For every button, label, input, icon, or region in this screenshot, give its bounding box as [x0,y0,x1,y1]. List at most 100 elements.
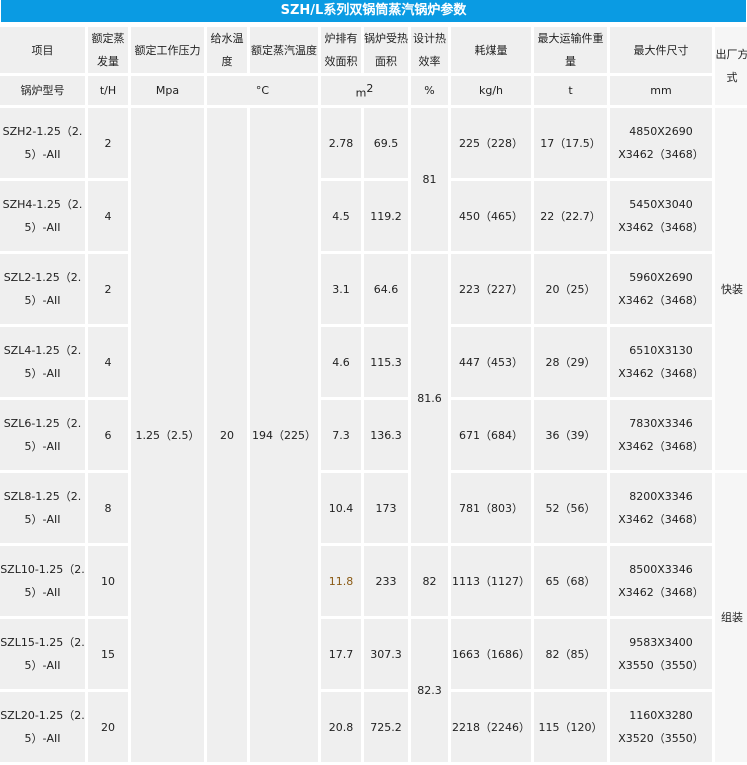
size-line: X3462（3468） [618,148,704,161]
table-row: SZL4-1.25（2.5）-AII 4 4.6 115.3 447（453） 28（29… [0,327,747,397]
header-cell: 额定蒸汽温度 [250,27,318,73]
grate-area-cell: 2.78 [321,108,361,178]
heating-area-cell: 136.3 [364,400,408,470]
size-cell: 7830X3346 X3462（3468） [610,400,712,470]
flow-cell: 2 [88,108,128,178]
header-cell: 额定蒸发量 [88,27,128,73]
weight-cell: 36（39） [534,400,607,470]
size-cell: 8500X3346 X3462（3468） [610,546,712,616]
heating-area-cell: 64.6 [364,254,408,324]
grate-area-cell: 17.7 [321,619,361,689]
weight-cell: 65（68） [534,546,607,616]
model-cell: SZL4-1.25（2.5）-AII [0,327,85,397]
size-line: 5450X3040 [629,198,693,211]
model-cell: SZL2-1.25（2.5）-AII [0,254,85,324]
heating-area-cell: 119.2 [364,181,408,251]
flow-cell: 8 [88,473,128,543]
efficiency-cell: 82 [411,546,448,616]
size-cell: 9583X3400 X3550（3550） [610,619,712,689]
unit-cell: t [534,76,607,105]
table-row: SZL15-1.25（2.5）-AII 15 17.7 307.3 82.3 1663（1… [0,619,747,762]
grate-area-cell: 10.4 [321,473,361,543]
heating-area-cell: 307.3 [364,619,408,689]
efficiency-cell: 81 [411,108,448,251]
size-line: X3520（3550） [618,732,704,745]
size-line: 7830X3346 [629,417,693,430]
size-cell: 5450X3040 X3462（3468） [610,181,712,251]
flow-cell: 10 [88,546,128,616]
header-cell: 额定工作压力 [131,27,204,73]
table-row: SZL20-1.25（2.5）-AII 20 20.8 725.2 2218（2246）… [0,692,747,762]
steam-temp-cell: 194（225） [250,108,318,762]
heating-area-cell: 233 [364,546,408,616]
grate-area-cell: 4.5 [321,181,361,251]
grate-area-cell: 11.8 [321,546,361,616]
flow-cell: 4 [88,181,128,251]
pressure-cell: 1.25（2.5） [131,108,204,762]
size-cell: 6510X3130 X3462（3468） [610,327,712,397]
coal-cell: 781（803） [451,473,531,543]
weight-cell: 115（120） [534,692,607,762]
size-line: X3462（3468） [618,513,704,526]
weight-cell: 17（17.5） [534,108,607,178]
size-line: X3550（3550） [618,659,704,672]
size-cell: 1160X3280 X3520（3550） [610,692,712,762]
size-line: 8500X3346 [629,563,693,576]
size-cell: 8200X3346 X3462（3468） [610,473,712,543]
weight-cell: 20（25） [534,254,607,324]
header-row: 项目 额定蒸发量 额定工作压力 给水温度 额定蒸汽温度 炉排有效面积 锅炉受热面… [0,27,747,105]
coal-cell: 447（453） [451,327,531,397]
size-line: 4850X2690 [629,125,693,138]
size-line: 5960X2690 [629,271,693,284]
coal-cell: 2218（2246） [451,692,531,762]
size-line: X3462（3468） [618,440,704,453]
table-row: SZH2-1.25（2.5）-AII 2 1.25（2.5） 20 194（225） 2.… [0,108,747,762]
header-cell: 项目 [0,27,85,73]
header-cell: 最大运输件重量 [534,27,607,73]
grate-area-cell: 3.1 [321,254,361,324]
size-line: 8200X3346 [629,490,693,503]
table-row: SZL6-1.25（2.5）-AII 6 7.3 136.3 671（684） 36（39… [0,400,747,470]
size-line: X3462（3468） [618,367,704,380]
header-cell: 出厂方式 [715,27,747,105]
weight-cell: 22（22.7） [534,181,607,251]
grate-area-cell: 20.8 [321,692,361,762]
header-cell: 设计热效率 [411,27,448,73]
feed-temp-cell: 20 [207,108,247,762]
size-line: X3462（3468） [618,294,704,307]
header-cell: 炉排有效面积 [321,27,361,73]
table-title: SZH/L系列双锅筒蒸汽锅炉参数 [1,0,746,22]
unit-sup: 2 [366,81,374,95]
size-line: 6510X3130 [629,344,693,357]
efficiency-cell: 82.3 [411,619,448,762]
unit-cell: t/H [88,76,128,105]
size-cell: 4850X2690 X3462（3468） [610,108,712,178]
table-row: SZH4-1.25（2.5）-AII 4 4.5 119.2 450（465） 22（22… [0,181,747,251]
heating-area-cell: 115.3 [364,327,408,397]
unit-cell: °C [207,76,318,105]
unit-cell: mm [610,76,712,105]
size-line: X3462（3468） [618,586,704,599]
efficiency-cell: 81.6 [411,254,448,543]
flow-cell: 2 [88,254,128,324]
model-cell: SZH2-1.25（2.5）-AII [0,108,85,178]
size-line: 1160X3280 [629,709,693,722]
grate-area-cell: 7.3 [321,400,361,470]
flow-cell: 20 [88,692,128,762]
size-cell: 5960X2690 X3462（3468） [610,254,712,324]
header-cell: 给水温度 [207,27,247,73]
header-cell: 耗煤量 [451,27,531,73]
unit-cell: 锅炉型号 [0,76,85,105]
coal-cell: 223（227） [451,254,531,324]
header-cell: 锅炉受热面积 [364,27,408,73]
unit-cell: Mpa [131,76,204,105]
coal-cell: 671（684） [451,400,531,470]
heating-area-cell: 173 [364,473,408,543]
flow-cell: 4 [88,327,128,397]
size-line: X3462（3468） [618,221,704,234]
flow-cell: 6 [88,400,128,470]
model-cell: SZL8-1.25（2.5）-AII [0,473,85,543]
coal-cell: 1663（1686） [451,619,531,689]
grate-area-cell: 4.6 [321,327,361,397]
